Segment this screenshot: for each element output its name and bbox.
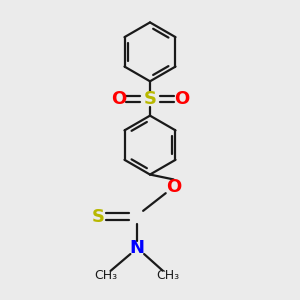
Text: O: O [174,90,189,108]
Text: N: N [130,239,145,257]
Text: O: O [166,178,181,196]
Text: S: S [92,208,104,226]
Text: S: S [143,90,157,108]
Text: CH₃: CH₃ [156,269,179,282]
Text: CH₃: CH₃ [94,269,117,282]
Text: O: O [111,90,126,108]
